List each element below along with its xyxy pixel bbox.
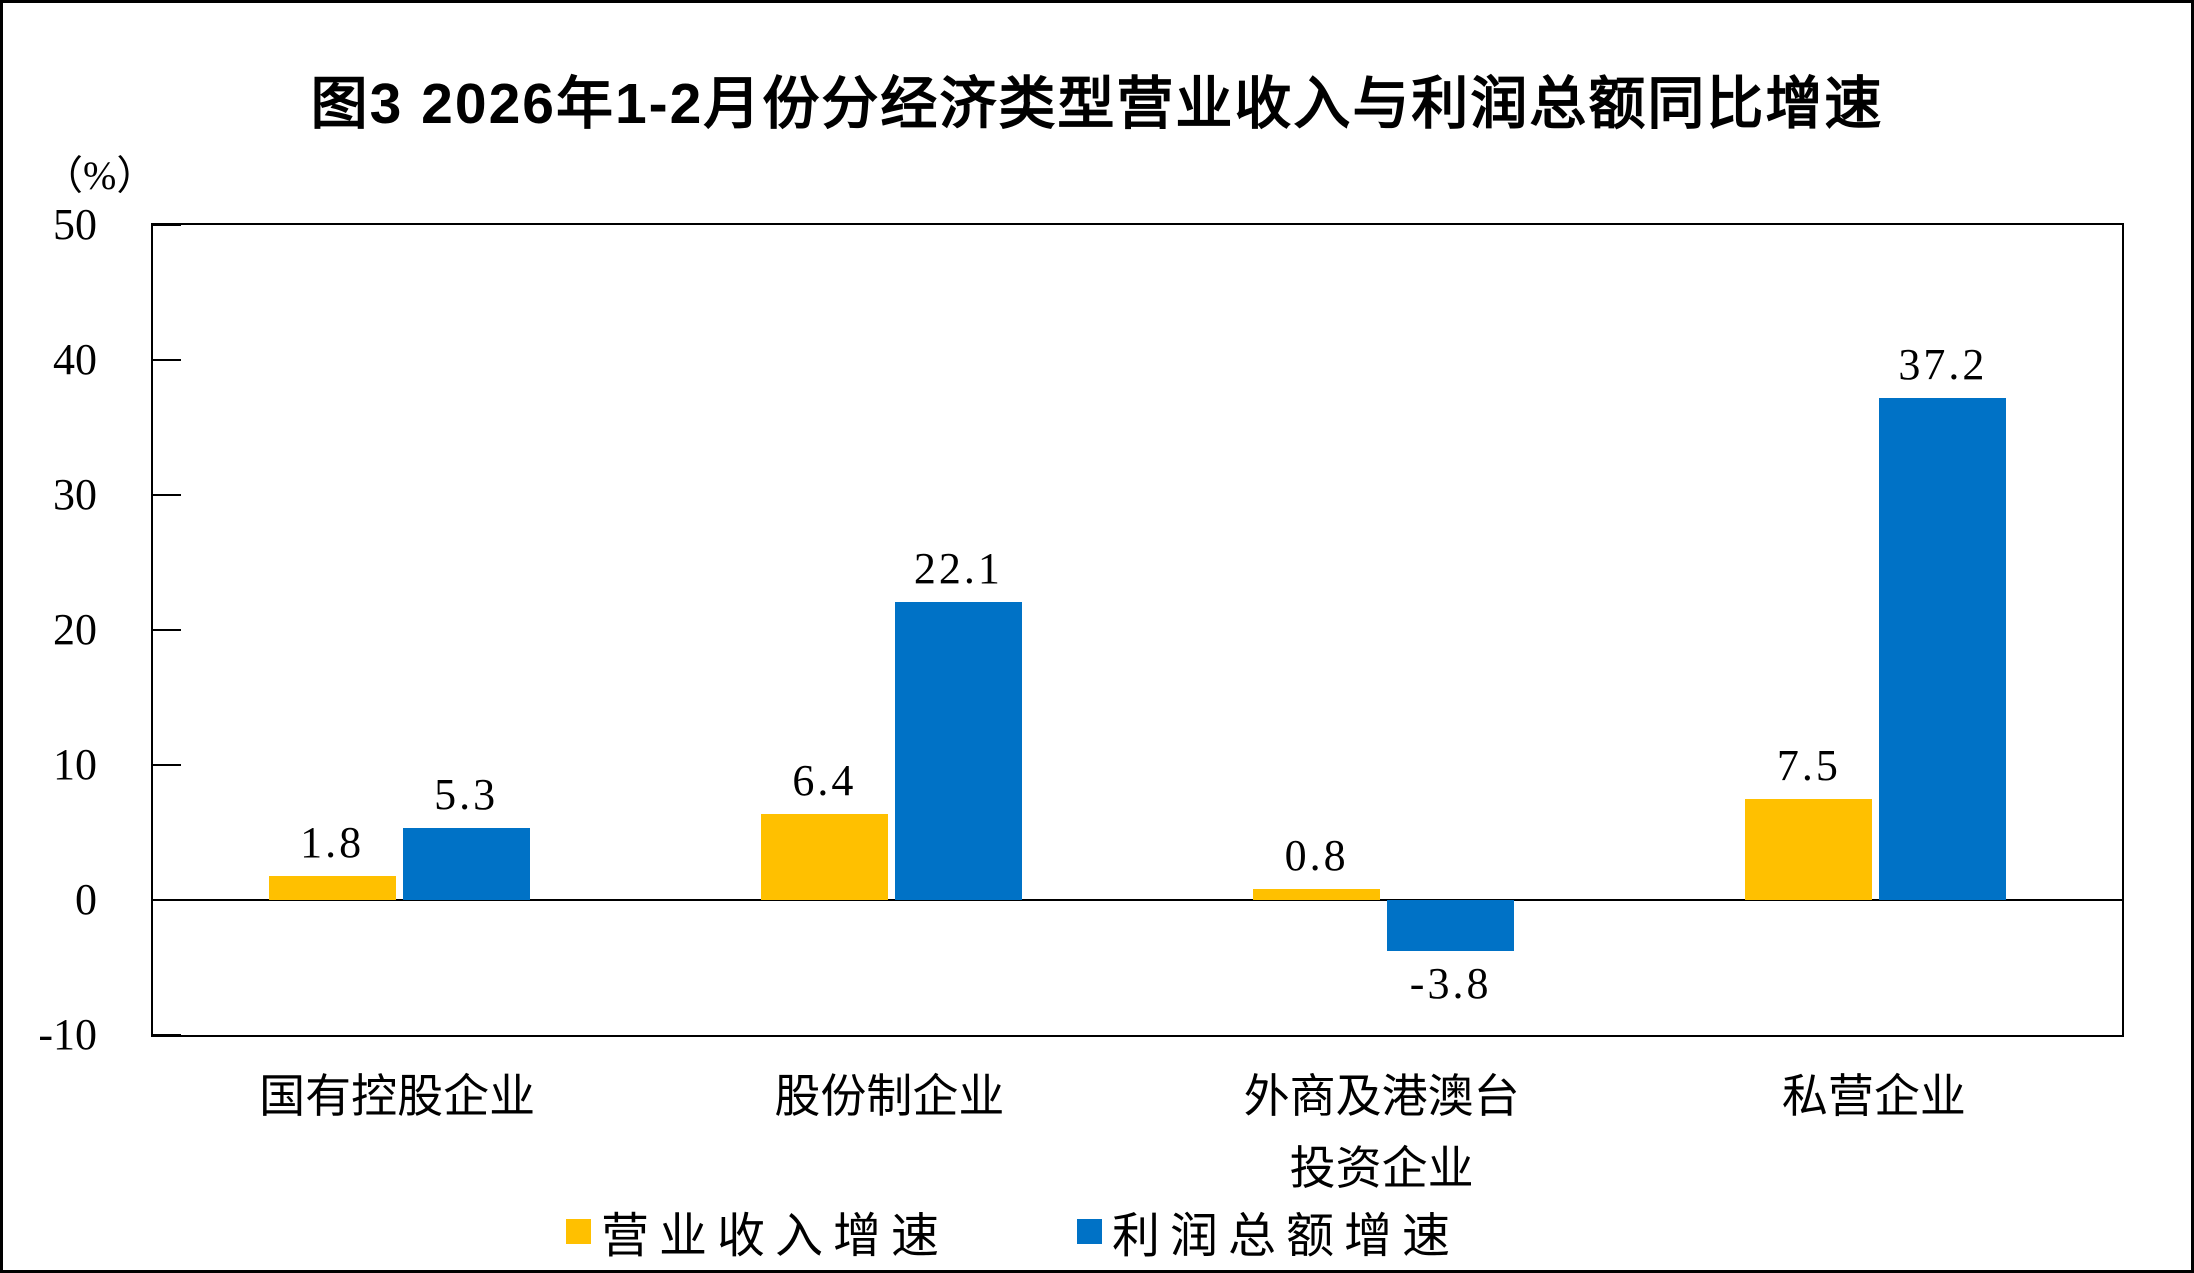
bar-s1-c0 bbox=[402, 828, 530, 900]
value-label-s0-c2: 0.8 bbox=[1284, 831, 1349, 881]
y-axis-unit-label: （%） bbox=[43, 153, 157, 198]
y-tick-mark bbox=[153, 224, 181, 226]
legend: 营业收入增速 利润总额增速 bbox=[3, 1199, 2023, 1263]
y-tick-label: 30 bbox=[53, 470, 97, 519]
y-tick-label: -10 bbox=[38, 1010, 97, 1059]
bar-s0-c3 bbox=[1745, 798, 1873, 900]
legend-swatch-icon bbox=[565, 1218, 591, 1244]
y-tick-mark bbox=[153, 629, 181, 631]
bar-s0-c0 bbox=[268, 875, 396, 900]
category-label-1: 股份制企业 bbox=[774, 1071, 1005, 1122]
chart-title: 图3 2026年1-2月份分经济类型营业收入与利润总额同比增速 bbox=[310, 72, 1884, 136]
value-label-s1-c0: 5.3 bbox=[434, 770, 499, 820]
value-label-s0-c0: 1.8 bbox=[300, 817, 365, 867]
y-tick-label: 50 bbox=[53, 200, 97, 249]
y-tick-label: 0 bbox=[75, 875, 97, 924]
value-label-s1-c1: 22.1 bbox=[913, 543, 1003, 593]
value-label-s0-c1: 6.4 bbox=[792, 755, 857, 805]
value-label-s1-c3: 37.2 bbox=[1898, 339, 1988, 389]
y-tick-label: 20 bbox=[53, 605, 97, 654]
value-label-s0-c3: 7.5 bbox=[1776, 740, 1841, 790]
category-label-3: 私营企业 bbox=[1781, 1071, 1966, 1122]
y-tick-label: 10 bbox=[53, 740, 97, 789]
legend-item-0: 营业收入增速 bbox=[565, 1196, 949, 1266]
y-tick-label: 40 bbox=[53, 335, 97, 384]
category-label-2: 外商及港澳台 投资企业 bbox=[1243, 1071, 1520, 1194]
y-tick-mark bbox=[153, 764, 181, 766]
y-axis: 50 40 30 20 10 0 -10 bbox=[3, 200, 97, 1059]
bar-s0-c1 bbox=[760, 813, 888, 900]
legend-swatch-icon bbox=[1077, 1218, 1102, 1244]
bar-s1-c3 bbox=[1879, 397, 2007, 900]
legend-label-1: 利润总额增速 bbox=[1112, 1210, 1461, 1263]
y-tick-mark bbox=[153, 1034, 181, 1036]
x-axis-category-labels: 国有控股企业 股份制企业 外商及港澳台 投资企业 私营企业 bbox=[151, 1061, 2120, 1211]
value-label-s1-c2: -3.8 bbox=[1409, 959, 1492, 1009]
plot-area: 1.8 5.3 6.4 22.1 0.8 -3.8 7.5 37.2 bbox=[151, 223, 2124, 1037]
category-label-0: 国有控股企业 bbox=[259, 1071, 536, 1122]
legend-item-1: 利润总额增速 bbox=[1077, 1196, 1460, 1266]
y-tick-mark bbox=[153, 359, 181, 361]
zero-baseline bbox=[153, 899, 2122, 901]
bar-s1-c1 bbox=[894, 601, 1022, 900]
bar-s0-c2 bbox=[1253, 889, 1381, 900]
bar-s1-c2 bbox=[1387, 900, 1515, 952]
y-tick-mark bbox=[153, 494, 181, 496]
legend-label-0: 营业收入增速 bbox=[600, 1210, 949, 1263]
